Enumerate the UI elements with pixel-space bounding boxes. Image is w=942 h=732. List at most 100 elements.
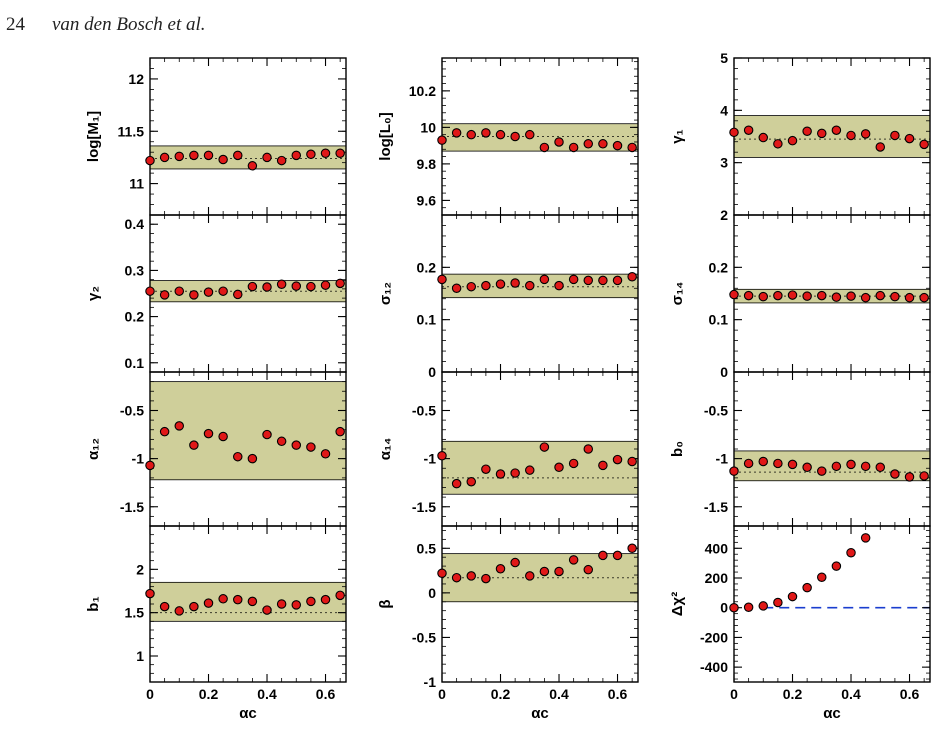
data-point: [306, 149, 316, 160]
panel-11: -1 -0.5 0 0.5 β 0 0.2 0.4 0.6 αc: [377, 525, 639, 722]
data-point: [495, 469, 506, 479]
data-point: [335, 590, 345, 601]
data-point: [291, 281, 302, 291]
data-point: [320, 449, 331, 459]
data-point: [525, 129, 535, 140]
y-axis-label: α₁₄: [377, 438, 394, 461]
data-point: [481, 464, 491, 474]
data-point: [262, 152, 272, 163]
data-point: [451, 283, 462, 294]
y-axis-label: log[M₁]: [85, 111, 102, 162]
y-axis-label: σ₁₂: [377, 282, 394, 305]
data-point: [568, 274, 579, 285]
data-point: [890, 469, 900, 479]
data-point: [904, 472, 915, 482]
x-axis-label: αc: [531, 705, 549, 722]
data-point: [525, 465, 535, 475]
data-point: [802, 291, 812, 301]
data-point: [218, 431, 228, 442]
data-point: [568, 555, 579, 565]
x-tick-label: 0.2: [783, 686, 803, 702]
data-point: [612, 275, 623, 286]
data-point: [846, 459, 856, 470]
data-point: [145, 155, 155, 166]
y-axis-label: γ₁: [669, 129, 686, 144]
y-tick-label: 9.8: [417, 156, 437, 172]
data-point: [276, 155, 287, 166]
data-point: [729, 127, 739, 138]
data-point: [145, 588, 155, 599]
data-point: [817, 128, 827, 139]
y-tick-label: -0.5: [412, 403, 436, 419]
data-point: [145, 286, 155, 296]
x-tick-label: 0.6: [900, 686, 920, 702]
y-tick-label: -1.5: [120, 499, 144, 515]
data-point: [846, 291, 856, 301]
y-tick-label: 11: [129, 176, 144, 192]
data-point: [306, 596, 316, 607]
data-point: [729, 466, 739, 476]
y-tick-label: -0.5: [704, 403, 728, 419]
data-point: [159, 152, 170, 163]
y-tick-label: 0.2: [709, 259, 729, 275]
panel-5: 0 0.1 0.2 σ₁₂: [377, 214, 639, 380]
data-point: [554, 462, 564, 473]
data-point: [627, 456, 637, 467]
data-point: [437, 135, 447, 145]
data-point: [743, 290, 754, 301]
data-point: [817, 290, 827, 301]
data-point: [875, 142, 886, 152]
data-point: [890, 291, 900, 302]
data-point: [247, 453, 258, 464]
data-point: [159, 290, 170, 300]
data-point: [218, 594, 228, 604]
data-point: [437, 274, 447, 285]
y-tick-label: -1.5: [412, 499, 436, 515]
data-point: [276, 279, 287, 290]
data-point: [919, 139, 929, 150]
x-tick-label: 0.4: [841, 686, 861, 702]
data-point: [787, 591, 798, 602]
data-point: [773, 458, 783, 469]
x-tick-label: 0.2: [199, 686, 219, 702]
data-point: [802, 582, 812, 593]
y-tick-label: -0.5: [120, 403, 144, 419]
panel-12: -400 -200 0 200 400 Δχ² 0 0.2 0.4 0.6 αc: [669, 525, 931, 722]
data-point: [335, 426, 345, 437]
y-tick-label: 0: [720, 364, 728, 380]
y-tick-label: 5: [720, 50, 728, 66]
data-point: [510, 557, 520, 568]
panel-4: 0.1 0.2 0.3 0.4 γ₂: [85, 214, 347, 373]
y-tick-label: -1: [424, 674, 437, 690]
data-point: [276, 436, 287, 447]
data-point: [203, 150, 214, 161]
data-point: [466, 476, 477, 487]
data-point: [262, 605, 272, 615]
x-tick-label: 0.6: [316, 686, 336, 702]
data-point: [904, 292, 915, 303]
data-point: [598, 460, 608, 471]
data-point: [233, 289, 243, 300]
x-tick-label: 0: [146, 686, 154, 702]
data-point: [262, 282, 272, 292]
data-point: [466, 571, 477, 581]
data-point: [758, 132, 769, 143]
data-point: [320, 280, 331, 290]
data-point: [189, 290, 199, 300]
y-tick-label: 0.3: [125, 262, 145, 278]
y-tick-label: 0.2: [125, 309, 145, 325]
data-point: [218, 286, 228, 296]
y-tick-label: 0: [720, 600, 728, 616]
data-point: [247, 281, 258, 292]
data-point: [846, 130, 856, 141]
data-point: [743, 602, 754, 613]
data-point: [583, 564, 594, 575]
data-point: [451, 128, 462, 138]
data-point: [758, 601, 769, 611]
panel-8: -1.5 -1 -0.5 α₁₄: [377, 371, 639, 527]
y-axis-label: b₀: [669, 441, 686, 457]
data-point: [568, 142, 579, 153]
data-point: [510, 278, 520, 288]
data-point: [598, 139, 608, 149]
data-point: [890, 130, 900, 141]
